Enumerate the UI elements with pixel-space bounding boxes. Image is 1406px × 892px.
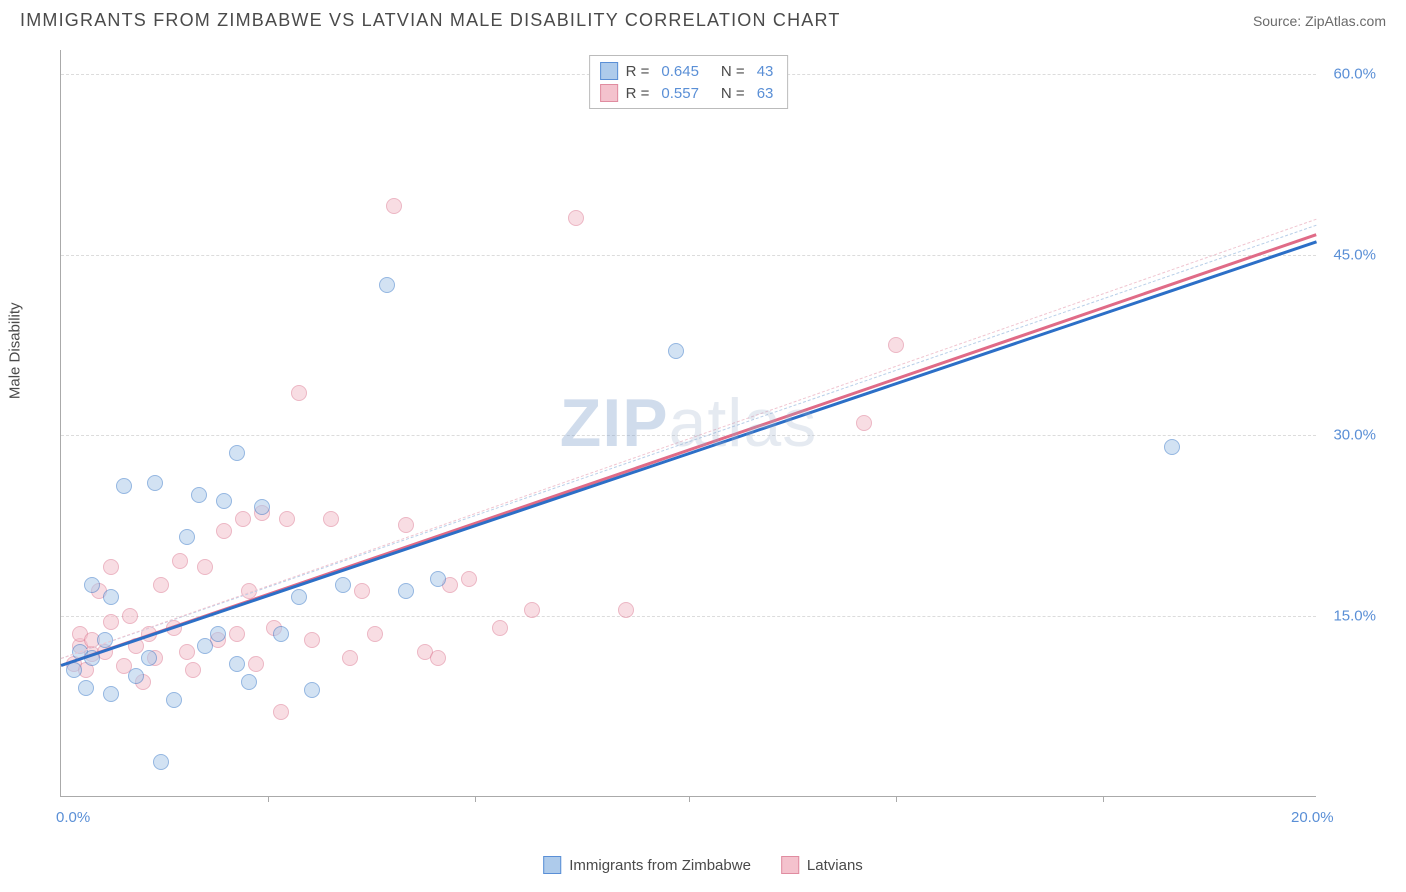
scatter-point-latvians (103, 559, 119, 575)
gridline (61, 255, 1316, 256)
gridline (61, 616, 1316, 617)
y-tick-label: 60.0% (1333, 66, 1376, 83)
x-tick-label: 0.0% (56, 809, 90, 826)
scatter-point-zimbabwe (191, 487, 207, 503)
scatter-point-latvians (122, 608, 138, 624)
scatter-point-latvians (103, 614, 119, 630)
scatter-point-zimbabwe (166, 692, 182, 708)
source-attribution: Source: ZipAtlas.com (1253, 13, 1386, 29)
scatter-point-latvians (430, 650, 446, 666)
scatter-point-zimbabwe (229, 656, 245, 672)
scatter-point-zimbabwe (398, 583, 414, 599)
scatter-point-latvians (185, 662, 201, 678)
y-tick-label: 15.0% (1333, 607, 1376, 624)
scatter-point-zimbabwe (179, 529, 195, 545)
scatter-point-zimbabwe (1164, 439, 1180, 455)
scatter-point-latvians (367, 626, 383, 642)
scatter-point-latvians (197, 559, 213, 575)
legend-swatch-zimbabwe (600, 62, 618, 80)
legend-swatch-latvians (600, 84, 618, 102)
x-tick-label: 20.0% (1291, 809, 1334, 826)
legend-row-latvians: R = 0.557 N = 63 (600, 82, 778, 104)
scatter-point-latvians (398, 517, 414, 533)
legend-swatch-icon (543, 856, 561, 874)
scatter-point-zimbabwe (254, 499, 270, 515)
legend-swatch-icon (781, 856, 799, 874)
scatter-point-latvians (216, 523, 232, 539)
scatter-point-zimbabwe (103, 589, 119, 605)
scatter-point-zimbabwe (210, 626, 226, 642)
plot-area: ZIPatlas R = 0.645 N = 43 R = 0.557 N = … (60, 50, 1316, 797)
scatter-point-latvians (273, 704, 289, 720)
scatter-point-latvians (342, 650, 358, 666)
scatter-point-latvians (304, 632, 320, 648)
trend-line (61, 240, 1317, 666)
scatter-point-latvians (492, 620, 508, 636)
scatter-point-zimbabwe (304, 682, 320, 698)
scatter-point-zimbabwe (216, 493, 232, 509)
scatter-point-latvians (291, 385, 307, 401)
header: IMMIGRANTS FROM ZIMBABWE VS LATVIAN MALE… (0, 0, 1406, 39)
scatter-point-zimbabwe (197, 638, 213, 654)
trend-line (61, 224, 1316, 658)
scatter-point-zimbabwe (153, 754, 169, 770)
scatter-point-zimbabwe (291, 589, 307, 605)
correlation-legend: R = 0.645 N = 43 R = 0.557 N = 63 (589, 55, 789, 109)
legend-row-zimbabwe: R = 0.645 N = 43 (600, 60, 778, 82)
scatter-point-latvians (524, 602, 540, 618)
scatter-point-latvians (354, 583, 370, 599)
scatter-point-latvians (461, 571, 477, 587)
scatter-point-zimbabwe (241, 674, 257, 690)
chart-container: Male Disability ZIPatlas R = 0.645 N = 4… (50, 45, 1376, 832)
series-legend: Immigrants from Zimbabwe Latvians (543, 856, 863, 874)
scatter-point-latvians (618, 602, 634, 618)
x-tick-mark (475, 796, 476, 802)
scatter-point-latvians (323, 511, 339, 527)
scatter-point-zimbabwe (335, 577, 351, 593)
scatter-point-zimbabwe (78, 680, 94, 696)
y-tick-label: 45.0% (1333, 246, 1376, 263)
scatter-point-latvians (856, 415, 872, 431)
scatter-point-zimbabwe (128, 668, 144, 684)
scatter-point-zimbabwe (430, 571, 446, 587)
scatter-point-zimbabwe (379, 277, 395, 293)
x-tick-mark (689, 796, 690, 802)
scatter-point-zimbabwe (273, 626, 289, 642)
x-tick-mark (896, 796, 897, 802)
x-tick-mark (1103, 796, 1104, 802)
scatter-point-latvians (248, 656, 264, 672)
chart-title: IMMIGRANTS FROM ZIMBABWE VS LATVIAN MALE… (20, 10, 841, 31)
x-tick-mark (268, 796, 269, 802)
scatter-point-latvians (153, 577, 169, 593)
scatter-point-latvians (235, 511, 251, 527)
gridline (61, 435, 1316, 436)
y-tick-label: 30.0% (1333, 427, 1376, 444)
scatter-point-zimbabwe (229, 445, 245, 461)
scatter-point-latvians (386, 198, 402, 214)
scatter-point-latvians (279, 511, 295, 527)
scatter-point-latvians (229, 626, 245, 642)
scatter-point-latvians (172, 553, 188, 569)
scatter-point-zimbabwe (84, 577, 100, 593)
scatter-point-zimbabwe (668, 343, 684, 359)
scatter-point-zimbabwe (116, 478, 132, 494)
scatter-point-latvians (568, 210, 584, 226)
scatter-point-latvians (179, 644, 195, 660)
trend-line (61, 218, 1316, 658)
scatter-point-latvians (888, 337, 904, 353)
y-axis-label: Male Disability (7, 302, 24, 399)
scatter-point-zimbabwe (147, 475, 163, 491)
legend-item-latvians: Latvians (781, 856, 863, 874)
scatter-point-zimbabwe (103, 686, 119, 702)
scatter-point-zimbabwe (141, 650, 157, 666)
legend-item-zimbabwe: Immigrants from Zimbabwe (543, 856, 751, 874)
